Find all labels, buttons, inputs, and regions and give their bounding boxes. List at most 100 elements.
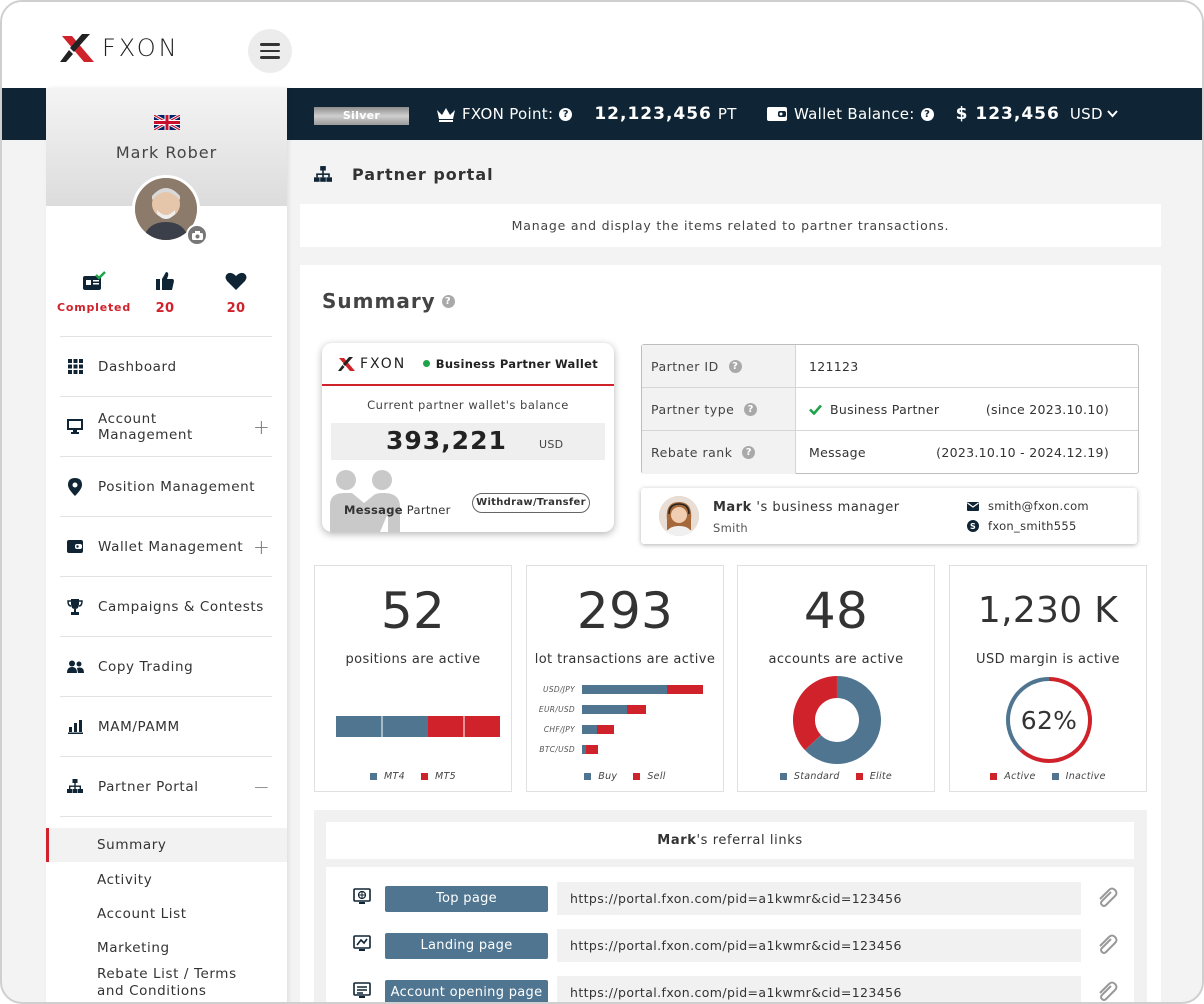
subnav-rebate-list[interactable]: Rebate List / Terms and Conditions <box>46 966 287 1002</box>
paperclip-icon[interactable] <box>1096 934 1118 960</box>
help-icon[interactable]: ? <box>744 402 758 416</box>
profile-header: Mark Rober <box>46 88 287 206</box>
thumbs-up-icon <box>156 272 174 290</box>
kpi-label: positions are active <box>345 652 481 667</box>
ring-active <box>1019 677 1092 763</box>
legend-label: Buy <box>598 771 618 782</box>
summary-title-text: Summary <box>322 289 436 313</box>
subnav-label: Rebate List / Terms and Conditions <box>97 966 237 999</box>
manager-skype[interactable]: S fxon_smith555 <box>967 519 1077 533</box>
subnav-account-list[interactable]: Account List <box>97 906 187 922</box>
chevron-down-icon <box>1107 110 1118 118</box>
page-description: Manage and display the items related to … <box>300 204 1161 247</box>
bar-buy <box>582 705 627 714</box>
sidebar-item-account-management[interactable]: Account Management + <box>60 396 272 456</box>
sidebar-item-partner-portal[interactable]: Partner Portal − <box>60 756 272 816</box>
chart-legend: Buy Sell <box>527 771 723 782</box>
tick-label-chf-jpy: CHF/JPY <box>544 725 576 734</box>
slice-elite <box>793 676 838 751</box>
wallet-icon <box>64 540 86 553</box>
subnav-activity[interactable]: Activity <box>97 872 153 888</box>
sidebar-item-mam-pamm[interactable]: MAM/PAMM <box>60 696 272 756</box>
withdraw-transfer-button[interactable]: Withdraw/Transfer <box>472 493 590 513</box>
chart-legend: Standard Elite <box>738 771 934 782</box>
partner-type-value: Business Partner <box>809 388 939 430</box>
profile-name: Mark Rober <box>115 143 218 162</box>
favorites-stat[interactable]: 20 <box>196 271 276 316</box>
referral-url-field[interactable]: https://portal.fxon.com/pid=a1kwmr&cid=1… <box>557 929 1081 962</box>
legend-item: Sell <box>633 771 665 782</box>
manager-name: Smith <box>713 521 748 535</box>
chart-legend: Active Inactive <box>950 771 1146 782</box>
referral-title-bold: Mark <box>657 833 697 848</box>
partner-type-text: Business Partner <box>830 401 940 417</box>
fxon-logo-icon <box>60 34 94 62</box>
landing-page-button[interactable]: Landing page <box>385 933 548 959</box>
rebate-rank-value: Message <box>809 445 866 460</box>
landing-monitor-icon <box>353 935 371 957</box>
uk-flag-icon[interactable] <box>154 115 180 130</box>
top-page-button[interactable]: Top page <box>385 886 548 912</box>
referral-row-account-opening: Account opening page https://portal.fxon… <box>326 972 1134 1002</box>
sidebar-item-campaigns[interactable]: Campaigns & Contests <box>60 576 272 636</box>
menu-toggle-button[interactable] <box>248 29 292 73</box>
help-icon[interactable]: ? <box>559 107 573 121</box>
manager-avatar <box>659 496 699 536</box>
sidebar-item-wallet-management[interactable]: Wallet Management + <box>60 516 272 576</box>
manager-email[interactable]: smith@fxon.com <box>967 499 1089 513</box>
accounts-donut-chart <box>793 676 881 764</box>
wallet-balance-display: Wallet Balance: ? $ 123,456 USD <box>766 104 1118 124</box>
check-icon <box>809 404 822 415</box>
sidebar-item-label: Campaigns & Contests <box>98 598 264 615</box>
brand-logo[interactable]: FXON <box>60 32 180 64</box>
row-key: Partner type? <box>642 388 796 430</box>
account-opening-button[interactable]: Account opening page <box>385 980 548 1002</box>
legend-item: Inactive <box>1051 771 1106 782</box>
subnav-summary[interactable]: Summary <box>46 828 287 862</box>
partner-wallet-card: FXON Business Partner Wallet Current par… <box>322 343 614 532</box>
sidebar-item-label: Copy Trading <box>98 658 194 675</box>
wallet-name-text: Business Partner Wallet <box>435 356 598 371</box>
wallet-icon <box>767 107 787 121</box>
points-display: FXON Point: ? 12,123,456 PT <box>436 104 737 124</box>
referral-url-field[interactable]: https://portal.fxon.com/pid=a1kwmr&cid=1… <box>557 976 1081 1002</box>
paperclip-icon[interactable] <box>1096 981 1118 1002</box>
help-icon[interactable]: ? <box>441 294 455 308</box>
referral-url-field[interactable]: https://portal.fxon.com/pid=a1kwmr&cid=1… <box>557 882 1081 915</box>
currency-select[interactable]: USD <box>1070 105 1118 123</box>
verification-status[interactable]: Completed <box>54 271 134 314</box>
sidebar-item-label: Position Management <box>98 478 256 495</box>
kpi-value: 48 <box>803 582 869 640</box>
camera-icon[interactable] <box>186 224 208 246</box>
page-title-text: Partner portal <box>352 165 494 184</box>
card-brand-text: FXON <box>360 355 407 372</box>
row-key-text: Partner ID <box>651 358 719 374</box>
subnav-marketing[interactable]: Marketing <box>97 940 170 956</box>
sidebar-item-label: Partner Portal <box>98 778 199 795</box>
paperclip-icon[interactable] <box>1096 887 1118 913</box>
expand-icon[interactable]: + <box>252 414 270 439</box>
legend-item: Buy <box>584 771 617 782</box>
points-label: FXON Point: <box>462 105 554 123</box>
sidebar-item-copy-trading[interactable]: Copy Trading <box>60 636 272 696</box>
collapse-icon[interactable]: − <box>252 774 270 799</box>
legend-item: MT5 <box>421 771 456 782</box>
help-icon[interactable]: ? <box>920 107 934 121</box>
sidebar-item-position-management[interactable]: Position Management <box>60 456 272 516</box>
sidebar-item-label: Account Management <box>98 410 193 443</box>
wallet-name: Business Partner Wallet <box>422 356 598 371</box>
sidebar-item-dashboard[interactable]: Dashboard <box>60 336 272 396</box>
manager-email-text: smith@fxon.com <box>988 499 1089 513</box>
positions-stacked-bar <box>336 716 500 737</box>
help-icon[interactable]: ? <box>742 446 756 459</box>
likes-stat[interactable]: 20 <box>125 271 205 316</box>
wallet-currency: USD <box>539 438 564 451</box>
help-icon[interactable]: ? <box>728 359 742 373</box>
manager-skype-text: fxon_smith555 <box>988 519 1077 533</box>
legend-label: MT4 <box>384 771 405 782</box>
legend-item: Standard <box>779 771 840 782</box>
wallet-amount: 393,221 <box>386 426 507 455</box>
divider <box>60 816 272 817</box>
business-manager-card: Mark 's business manager Smith smith@fxo… <box>641 488 1137 544</box>
expand-icon[interactable]: + <box>252 534 270 559</box>
